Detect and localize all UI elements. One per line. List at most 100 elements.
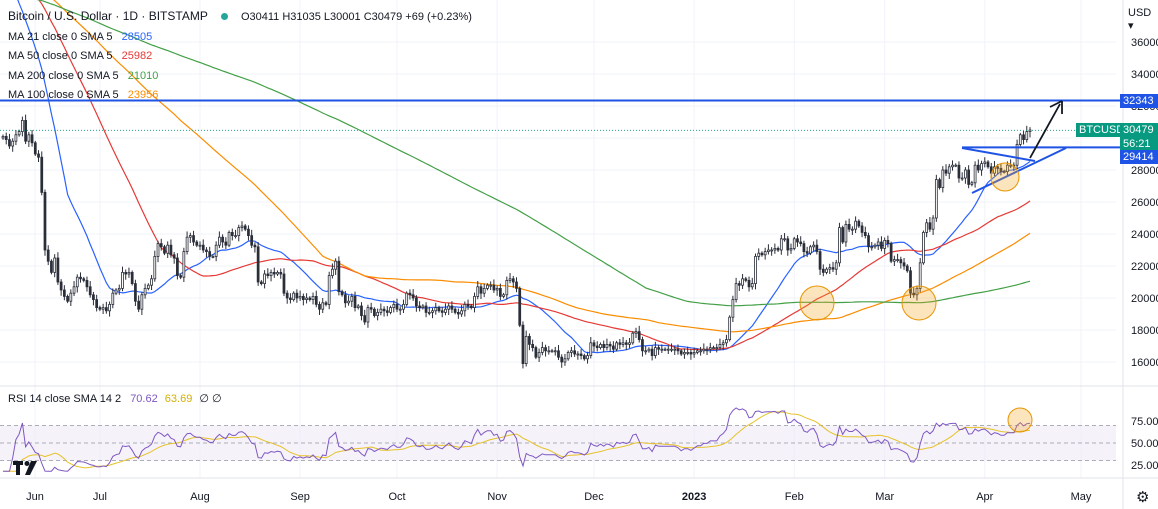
gear-icon[interactable]: ⚙ <box>1136 489 1150 506</box>
price-tag-last: 30479 <box>1120 123 1158 137</box>
candle-body <box>192 235 195 243</box>
indicator-ma200[interactable]: MA 200 close 0 SMA 5 21010 <box>8 67 472 87</box>
candle-body <box>214 244 218 257</box>
candle-body <box>53 257 57 273</box>
candle-body <box>243 225 247 230</box>
candle-body <box>440 310 444 313</box>
candle-body <box>408 292 412 296</box>
candle-body <box>50 260 53 273</box>
candle-body <box>918 262 922 289</box>
candle-body <box>773 247 777 251</box>
candle-body <box>376 311 379 316</box>
candle-body <box>195 241 199 246</box>
candle-body <box>805 251 809 254</box>
candle-body <box>660 348 664 351</box>
candle-body <box>437 307 441 312</box>
candle-body <box>498 287 502 297</box>
candle-body <box>227 231 231 246</box>
candle-body <box>741 278 744 286</box>
candle-body <box>334 260 338 270</box>
candle-body <box>237 227 241 237</box>
candle-body <box>457 311 460 315</box>
candle-body <box>747 279 751 288</box>
candle-body <box>676 348 680 352</box>
candle-body <box>104 307 108 312</box>
currency-label: USD <box>1128 7 1152 19</box>
candle-body <box>482 287 486 294</box>
candle-body <box>424 305 428 313</box>
candle-body <box>169 244 173 256</box>
candle-body <box>385 310 389 313</box>
chevron-down-icon: ▾ <box>1128 20 1134 32</box>
candle-body <box>828 267 832 270</box>
candle-body <box>883 239 887 249</box>
price-tag-countdown: 56:21 <box>1120 137 1158 151</box>
candle-body <box>427 311 431 314</box>
candle-body <box>101 307 105 310</box>
candle-body <box>21 120 24 133</box>
candle-body <box>382 308 386 312</box>
candle-body <box>460 310 463 315</box>
candle-body <box>111 292 115 305</box>
candle-body <box>760 252 764 256</box>
candle-body <box>941 169 945 189</box>
currency-selector[interactable]: USD ▾ <box>1128 7 1158 32</box>
tradingview-logo-icon[interactable] <box>13 460 39 476</box>
candle-body <box>531 343 535 348</box>
candle-body <box>137 300 141 310</box>
candle-body <box>156 243 160 257</box>
candle-body <box>402 303 405 310</box>
indicator-ma50[interactable]: MA 50 close 0 SMA 5 25982 <box>8 47 472 67</box>
candle-body <box>466 303 470 307</box>
candle-body <box>295 292 299 299</box>
indicator-value: 23956 <box>127 89 159 101</box>
rsi-tick-label: 25.00 <box>1131 460 1158 472</box>
candle-body <box>550 350 554 353</box>
candle-body <box>253 244 257 248</box>
candle-body <box>117 287 121 291</box>
candle-body <box>502 294 505 297</box>
candle-body <box>783 238 786 241</box>
candle-body <box>909 270 912 294</box>
triangle-pattern <box>961 147 1067 194</box>
candle-body <box>43 191 47 251</box>
rsi-highlight-circle <box>1007 407 1033 433</box>
candle-body <box>809 246 812 254</box>
rsi-legend[interactable]: RSI 14 close SMA 14 2 70.62 63.69 ∅ ∅ <box>8 392 222 405</box>
candle-body <box>17 131 21 136</box>
candle-body <box>750 283 754 288</box>
symbol-title[interactable]: Bitcoin / U.S. Dollar · 1D · BITSTAMP <box>8 9 208 23</box>
candle-body <box>615 342 618 350</box>
candle-body <box>712 347 715 350</box>
candle-body <box>211 255 215 258</box>
y-tick-label: 26000 <box>1131 197 1158 209</box>
rsi-value: 70.62 <box>130 393 158 405</box>
candle-body <box>847 223 851 230</box>
candle-body <box>544 347 547 352</box>
indicator-ma100[interactable]: MA 100 close 0 SMA 5 23956 <box>8 86 472 106</box>
candle-body <box>996 166 1000 169</box>
x-tick-label: May <box>1071 491 1092 503</box>
candle-body <box>492 284 496 291</box>
arrow-head <box>1049 100 1063 114</box>
candle-body <box>140 294 144 310</box>
candle-body <box>624 342 628 345</box>
candle-body <box>618 342 622 345</box>
indicator-value: 25982 <box>121 50 153 62</box>
highlight-circle <box>901 285 937 321</box>
indicator-label: MA 50 close 0 SMA 5 <box>8 50 113 62</box>
candle-body <box>802 243 806 253</box>
candle-body <box>98 307 102 310</box>
candle-body <box>905 265 909 272</box>
candle-body <box>124 271 128 275</box>
candle-body <box>912 292 916 296</box>
rsi-tick-label: 75.00 <box>1131 416 1158 428</box>
candle-body <box>980 163 983 171</box>
candle-body <box>983 161 987 164</box>
candle-body <box>247 228 250 236</box>
candle-body <box>444 308 447 313</box>
candle-body <box>754 255 757 284</box>
candle-body <box>886 239 890 244</box>
indicator-ma21[interactable]: MA 21 close 0 SMA 5 28505 <box>8 28 472 48</box>
